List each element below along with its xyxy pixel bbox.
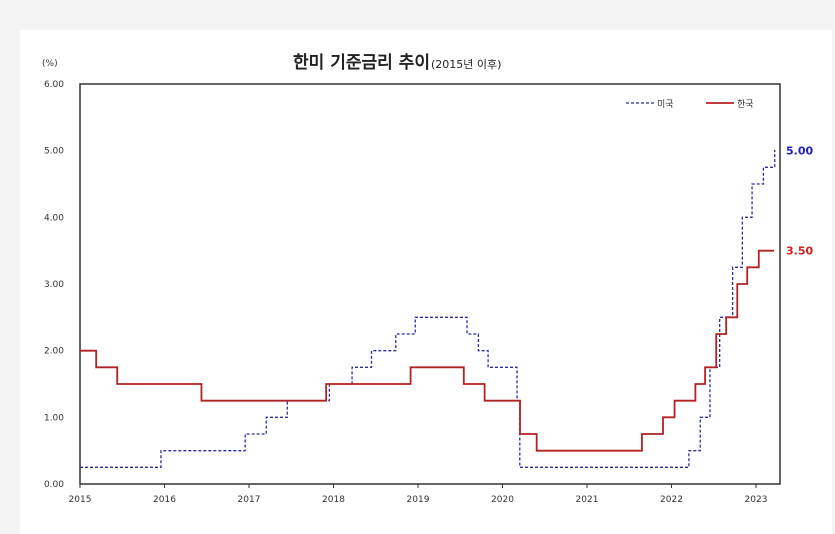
y-tick-label: 2.00 [44, 347, 64, 357]
y-tick-label: 4.00 [44, 213, 64, 223]
y-tick-label: 3.00 [44, 280, 64, 290]
x-tick-label: 2021 [576, 495, 599, 505]
y-tick-label: 5.00 [44, 147, 64, 157]
chart-subtitle: (2015년 이후) [431, 58, 501, 71]
x-tick-label: 2019 [407, 495, 430, 505]
end-value-label: 3.50 [786, 245, 813, 258]
series-line-korea [80, 249, 774, 452]
x-tick-label: 2015 [69, 495, 92, 505]
series-line-us [80, 150, 776, 468]
end-value-label: 5.00 [786, 145, 813, 158]
chart-panel [20, 30, 832, 534]
x-tick-label: 2022 [660, 495, 683, 505]
x-tick-label: 2018 [322, 495, 345, 505]
legend-label: 한국 [737, 99, 754, 110]
legend-label: 미국 [657, 99, 674, 110]
chart-title: 한미 기준금리 추이 [293, 53, 430, 73]
x-tick-label: 2016 [153, 495, 176, 505]
y-unit-label: (%) [42, 59, 58, 69]
x-tick-label: 2023 [745, 495, 768, 505]
y-tick-label: 1.00 [44, 413, 64, 423]
x-tick-label: 2020 [491, 495, 514, 505]
plot-frame [79, 83, 781, 485]
x-tick-label: 2017 [238, 495, 261, 505]
y-tick-label: 0.00 [44, 480, 64, 490]
y-tick-label: 6.00 [44, 80, 64, 90]
